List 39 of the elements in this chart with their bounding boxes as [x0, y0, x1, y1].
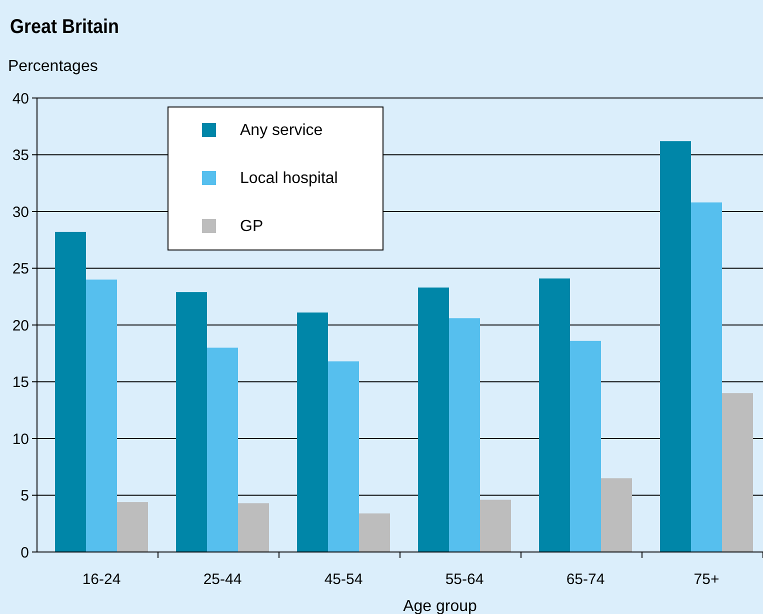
bar — [480, 500, 511, 552]
chart-title: Great Britain — [10, 16, 119, 38]
bar — [328, 361, 359, 552]
bar — [691, 202, 722, 552]
y-tick-label: 15 — [12, 374, 29, 391]
y-tick-label: 30 — [12, 204, 29, 221]
x-tick-label: 65-74 — [566, 571, 605, 588]
bar — [570, 340, 601, 552]
y-tick-label: 0 — [20, 544, 29, 562]
bar — [359, 513, 390, 552]
y-tick-label: 35 — [12, 147, 29, 164]
bar — [449, 318, 480, 552]
bar — [176, 292, 207, 552]
bar — [418, 288, 449, 552]
y-tick-label: 5 — [20, 488, 29, 504]
y-tick-label: 25 — [12, 260, 29, 278]
legend-label: GP — [240, 218, 264, 235]
x-tick-label: 25-44 — [203, 571, 242, 588]
bar — [117, 502, 148, 552]
x-tick-label: 55-64 — [445, 571, 484, 588]
y-axis-title: Percentages — [8, 58, 98, 75]
bar — [86, 280, 117, 552]
bar — [238, 503, 269, 552]
y-tick-label: 20 — [12, 317, 29, 334]
bar — [539, 278, 570, 552]
x-axis-title: Age group — [403, 598, 478, 614]
bar — [722, 393, 753, 552]
y-tick-label: 40 — [12, 90, 29, 108]
legend-label: Any service — [240, 122, 323, 139]
legend-label: Local hospital — [240, 170, 338, 187]
x-tick-label: 16-24 — [82, 571, 121, 588]
bar — [601, 478, 632, 552]
y-tick-label: 10 — [12, 430, 29, 448]
bar — [660, 141, 691, 552]
x-tick-label: 75+ — [694, 571, 720, 588]
bar — [207, 348, 238, 552]
x-tick-label: 45-54 — [324, 571, 363, 588]
bar — [55, 232, 86, 552]
bar — [297, 312, 328, 552]
